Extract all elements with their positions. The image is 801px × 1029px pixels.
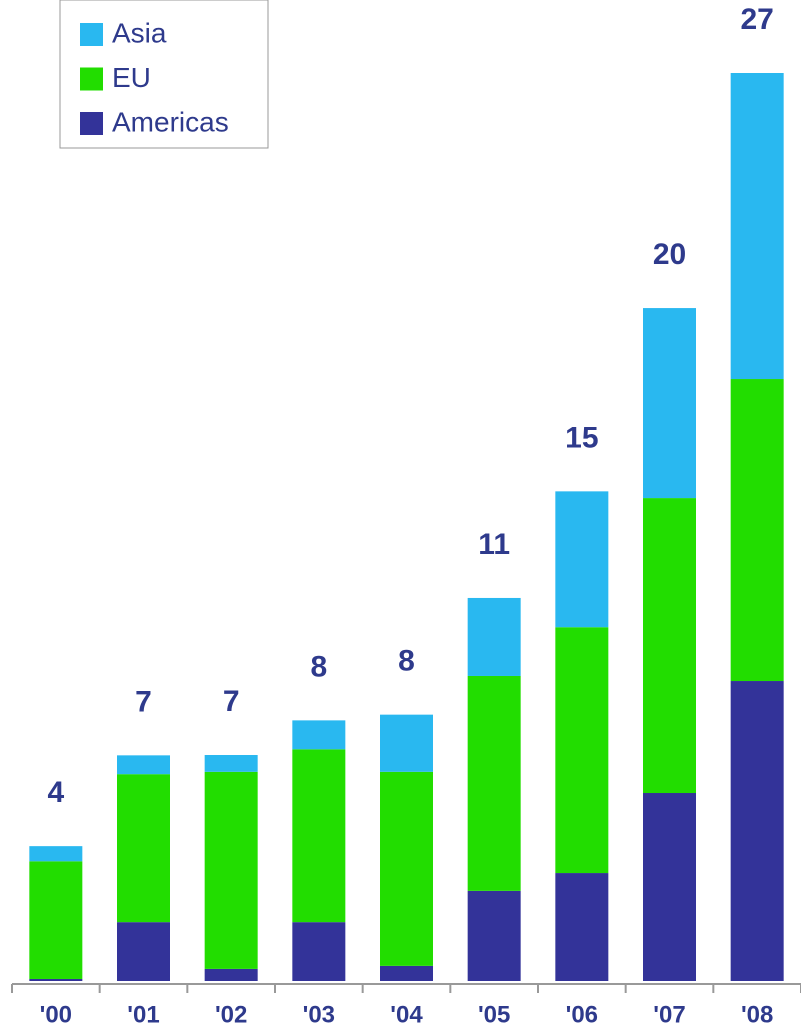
- bar-segment: [204, 771, 258, 969]
- x-tick-label: '02: [215, 1001, 247, 1028]
- total-label: 27: [740, 3, 773, 36]
- bar-segment: [380, 965, 433, 981]
- total-label: 15: [565, 421, 598, 454]
- x-tick-label: '08: [741, 1001, 773, 1028]
- bar-segment: [117, 774, 170, 923]
- bar-segment: [643, 308, 696, 499]
- bar-segment: [29, 978, 83, 981]
- total-label: 7: [135, 685, 152, 718]
- bar-segment: [380, 771, 433, 966]
- bar-segment: [380, 714, 433, 772]
- bar-segment: [29, 846, 83, 862]
- legend-label: EU: [112, 62, 151, 93]
- x-tick-label: '05: [478, 1001, 510, 1028]
- x-tick-label: '07: [653, 1001, 685, 1028]
- bar-segment: [117, 922, 170, 981]
- bar-segment: [204, 755, 258, 772]
- total-label: 4: [47, 776, 64, 809]
- x-tick-label: '04: [390, 1001, 423, 1028]
- bar-segment: [643, 793, 696, 981]
- bar-segment: [292, 720, 346, 750]
- bar-segment: [292, 749, 346, 923]
- x-tick-label: '06: [566, 1001, 598, 1028]
- bar-segment: [467, 675, 521, 891]
- bar-segment: [730, 379, 784, 682]
- bar-segment: [555, 491, 609, 628]
- bar-segment: [730, 681, 784, 981]
- total-label: 20: [653, 238, 686, 271]
- bar-segment: [292, 922, 346, 981]
- bar-segment: [29, 861, 83, 979]
- bar-segment: [730, 73, 784, 380]
- bar-segment: [204, 968, 258, 981]
- legend-swatch: [80, 23, 103, 46]
- bar-segment: [555, 873, 609, 981]
- x-tick-label: '00: [40, 1001, 72, 1028]
- x-tick-label: '03: [303, 1001, 335, 1028]
- x-tick-label: '01: [127, 1001, 159, 1028]
- total-label: 7: [223, 685, 240, 718]
- total-label: 8: [310, 650, 327, 683]
- bar-segment: [467, 597, 521, 676]
- legend-swatch: [80, 67, 103, 91]
- legend-label: Asia: [112, 17, 167, 48]
- bar-segment: [643, 498, 696, 794]
- legend-swatch: [80, 112, 103, 135]
- bar-segment: [467, 890, 521, 981]
- bar-segment: [555, 627, 609, 874]
- total-label: 11: [478, 528, 510, 561]
- bar-segment: [117, 755, 170, 775]
- legend-label: Americas: [112, 106, 229, 137]
- total-label: 8: [398, 645, 415, 678]
